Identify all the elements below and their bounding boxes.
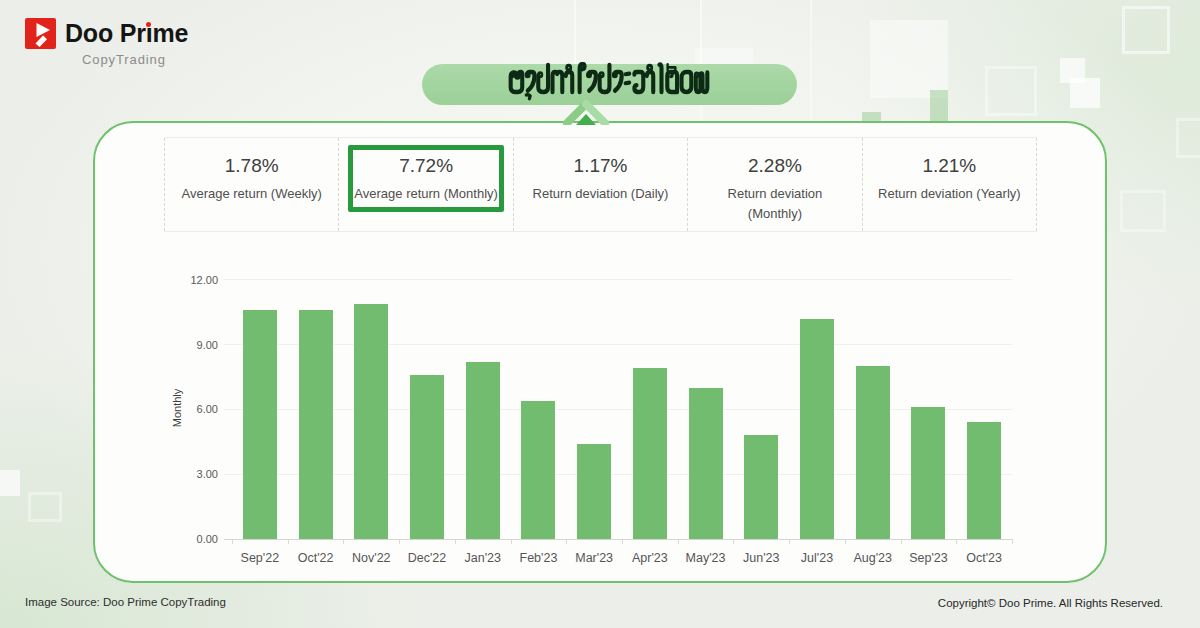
x-tick-label: Jun'23 (743, 551, 779, 565)
gridline-12 (224, 279, 1012, 280)
x-tick-mark (455, 539, 456, 544)
bar-Jul'23 (800, 319, 834, 539)
x-tick-mark (566, 539, 567, 544)
copyright-note: Copyright© Doo Prime. All Rights Reserve… (938, 597, 1163, 609)
x-tick-label: Dec'22 (408, 551, 447, 565)
image-source-note: Image Source: Doo Prime CopyTrading (25, 596, 226, 608)
bar-Nov'22 (354, 304, 388, 539)
bar-Aug'23 (856, 366, 890, 539)
x-tick-mark (622, 539, 623, 544)
bar-Jun'23 (744, 435, 778, 539)
bar-Feb'23 (521, 401, 555, 539)
x-tick-mark (288, 539, 289, 544)
x-tick-label: Sep'23 (909, 551, 948, 565)
bar-Oct'23 (967, 422, 1001, 539)
x-tick-mark (845, 539, 846, 544)
x-tick-mark (956, 539, 957, 544)
x-tick-mark (901, 539, 902, 544)
bar-Sep'22 (243, 310, 277, 539)
y-tick-label: 0.00 (197, 533, 218, 545)
bar-May'23 (689, 388, 723, 539)
chevron-up-icon (562, 99, 610, 129)
y-tick-label: 3.00 (197, 468, 218, 480)
page-title-thai-glyphs (508, 62, 710, 104)
bar-Mar'23 (577, 444, 611, 539)
plot-area: 0.003.006.009.0012.00Sep'22Oct'22Nov'22D… (232, 277, 1012, 539)
x-tick-mark (733, 539, 734, 544)
y-tick-label: 9.00 (197, 339, 218, 351)
doo-prime-logo-icon (25, 18, 56, 49)
bar-Dec'22 (410, 375, 444, 539)
gridline-0 (224, 539, 1012, 540)
x-tick-label: Apr'23 (632, 551, 668, 565)
gridline-9 (224, 344, 1012, 345)
x-tick-label: Mar'23 (575, 551, 613, 565)
x-tick-label: Nov'22 (352, 551, 391, 565)
monthly-return-chart: Monthly 0.003.006.009.0012.00Sep'22Oct'2… (95, 123, 1105, 581)
x-tick-mark (232, 539, 233, 544)
x-tick-label: Aug'23 (853, 551, 892, 565)
x-tick-mark (789, 539, 790, 544)
x-tick-mark (1012, 539, 1013, 544)
x-tick-mark (399, 539, 400, 544)
x-tick-label: May'23 (686, 551, 726, 565)
x-tick-label: Jul'23 (801, 551, 833, 565)
x-tick-mark (343, 539, 344, 544)
x-tick-label: Feb'23 (520, 551, 558, 565)
y-tick-label: 12.00 (190, 274, 218, 286)
brand-logo: Doo Prıme CopyTrading (25, 18, 188, 67)
gridline-3 (224, 474, 1012, 475)
summary-card: 1.78%Average return (Weekly)7.72%Average… (93, 121, 1107, 583)
bar-Oct'22 (299, 310, 333, 539)
x-tick-label: Oct'22 (298, 551, 334, 565)
x-tick-label: Jan'23 (464, 551, 500, 565)
bar-Sep'23 (911, 407, 945, 539)
y-tick-label: 6.00 (197, 403, 218, 415)
brand-name: Doo Prıme (65, 19, 188, 48)
x-tick-label: Sep'22 (241, 551, 280, 565)
x-tick-mark (511, 539, 512, 544)
bar-Jan'23 (466, 362, 500, 539)
x-tick-mark (678, 539, 679, 544)
gridline-6 (224, 409, 1012, 410)
brand-subtitle: CopyTrading (82, 52, 188, 67)
x-tick-label: Oct'23 (966, 551, 1002, 565)
bar-Apr'23 (633, 368, 667, 539)
